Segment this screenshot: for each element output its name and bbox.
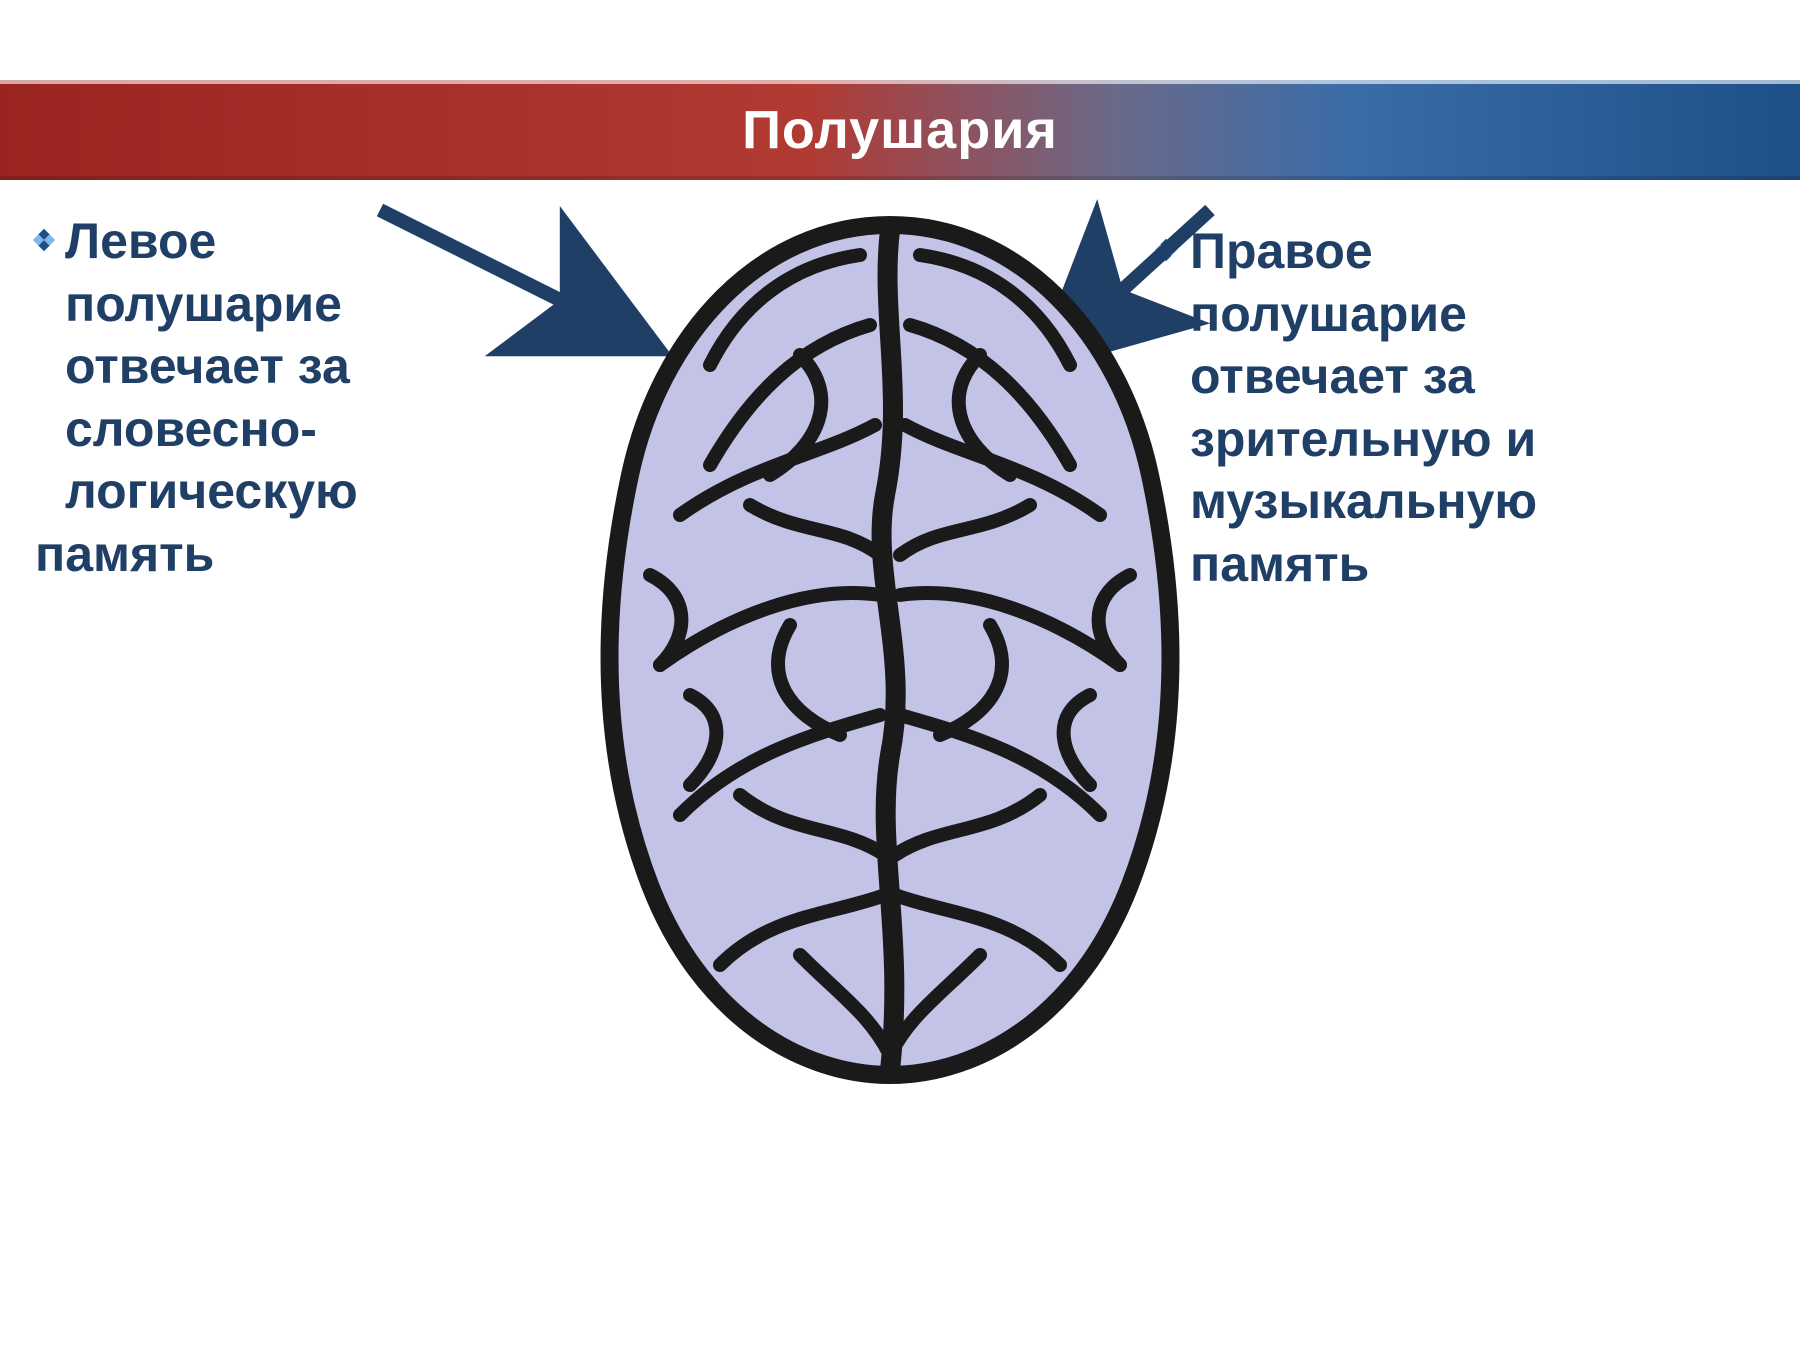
left-line-3: словесно- bbox=[65, 398, 545, 461]
title-bar: Полушария bbox=[0, 80, 1800, 180]
slide: Полушария Левое полушарие отвечает за сл… bbox=[0, 0, 1800, 1350]
right-line-1: полушарие bbox=[1190, 283, 1750, 346]
left-line-4: логическую bbox=[65, 460, 545, 523]
bullet-icon bbox=[30, 226, 58, 254]
brain-illustration bbox=[540, 195, 1240, 1095]
left-line-5: память bbox=[35, 523, 545, 586]
right-line-4: музыкальную bbox=[1190, 470, 1750, 533]
right-line-0: Правое bbox=[1190, 220, 1750, 283]
brain-svg bbox=[540, 195, 1240, 1095]
slide-title: Полушария bbox=[742, 99, 1058, 161]
right-line-2: отвечает за bbox=[1190, 345, 1750, 408]
right-hemisphere-label: Правое полушарие отвечает за зрительную … bbox=[1190, 220, 1750, 595]
right-line-5: память bbox=[1190, 533, 1750, 596]
right-line-3: зрительную и bbox=[1190, 408, 1750, 471]
